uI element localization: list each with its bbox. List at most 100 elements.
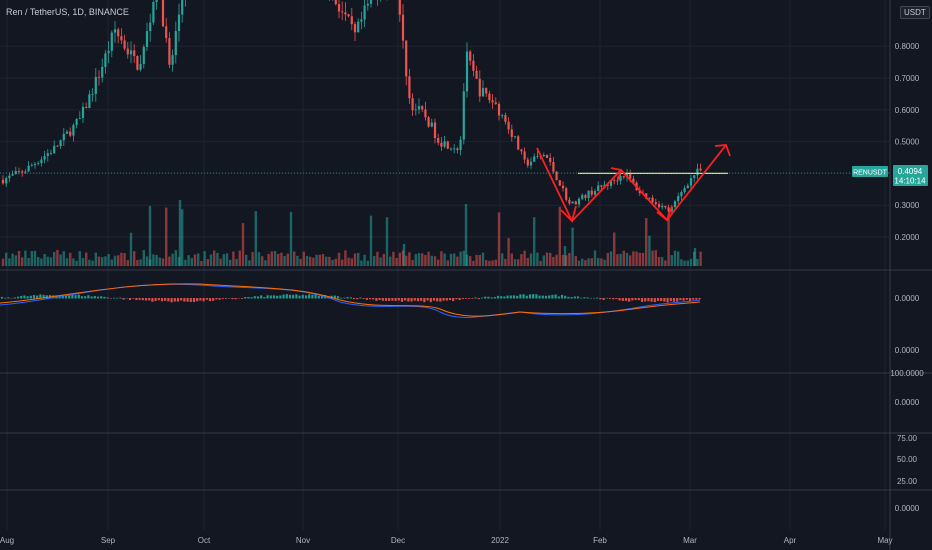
candle-body [497, 103, 501, 116]
volume-bar [376, 251, 379, 266]
volume-bar [14, 255, 17, 266]
macd-histogram-bar [135, 298, 138, 300]
macd-histogram-bar [308, 294, 311, 299]
candle-body [161, 0, 165, 27]
candle-body [478, 78, 481, 97]
volume-bar [280, 252, 283, 266]
volume-bar [325, 256, 328, 266]
candle-body [677, 196, 680, 202]
candle-body [107, 50, 110, 54]
candle-body [683, 188, 686, 192]
volume-bar [552, 256, 555, 266]
candle-body [30, 165, 33, 166]
price-axis[interactable]: 00.80000.70000.60000.50000.40000.30000.2… [890, 8, 924, 513]
macd-histogram-bar [192, 298, 196, 303]
candle-body [65, 131, 69, 134]
candle-body [696, 168, 699, 176]
macd-histogram-bar [141, 298, 144, 301]
macd-histogram-bar [205, 298, 208, 300]
volume-bar [229, 259, 232, 266]
candle-body [398, 0, 401, 15]
volume-bar [657, 256, 661, 266]
volume-bar [161, 258, 165, 266]
volume-bar [158, 257, 161, 266]
candle-body [648, 197, 651, 199]
volume-bar [241, 223, 245, 266]
macd-histogram-bar [208, 298, 212, 302]
macd-histogram-bar [484, 296, 487, 299]
ticker-badge-bg [852, 166, 888, 177]
candle-body [75, 119, 78, 125]
candle-body [123, 40, 126, 49]
macd-histogram-bar [596, 297, 599, 299]
macd-histogram-bar [375, 298, 378, 301]
time-tick-label: Feb [593, 536, 607, 545]
volume-bar [245, 254, 248, 266]
macd-histogram-bar [663, 298, 666, 302]
volume-bar [437, 259, 440, 266]
macd-histogram-bar [234, 298, 237, 300]
volume-bar [635, 251, 638, 266]
macd-histogram-bar [368, 298, 372, 300]
volume-bar [456, 256, 459, 266]
candle-body [347, 14, 350, 17]
macd-histogram-bar [580, 297, 583, 299]
macd-histogram-bar [279, 295, 282, 299]
volume-bar [17, 250, 21, 266]
volume-bar [209, 254, 213, 266]
macd-histogram-bar [464, 298, 468, 299]
volume-bar [139, 259, 142, 266]
candle-body [181, 0, 184, 15]
macd-histogram-bar [432, 298, 436, 301]
macd-histogram-bar [365, 298, 368, 300]
candle-body [46, 153, 49, 157]
candle-body [360, 19, 363, 22]
volume-bar [334, 258, 337, 266]
candle-body [334, 0, 337, 5]
volume-bar [632, 251, 635, 266]
currency-badge[interactable]: USDT [900, 6, 930, 19]
indicator-tick-label: 25.00 [897, 477, 918, 486]
candle-body [667, 207, 670, 212]
signal-line [0, 283, 701, 317]
macd-histogram-bar [317, 295, 320, 299]
volume-bar [30, 251, 33, 266]
macd-histogram-bar [301, 294, 304, 299]
macd-histogram-bar [429, 298, 432, 303]
macd-histogram-bar [672, 298, 676, 302]
volume-bar [200, 260, 203, 266]
indicator-tick-label: 50.00 [897, 455, 918, 464]
macd-histogram-bar [90, 296, 93, 299]
volume-bar [459, 251, 462, 266]
macd-histogram-bar [519, 294, 522, 299]
macd-histogram-bar [541, 295, 544, 299]
volume-bar [78, 251, 81, 266]
volume-bar [270, 251, 273, 266]
macd-histogram-bar [154, 298, 157, 302]
candle-body [430, 122, 433, 127]
macd-histogram-bar [439, 298, 442, 302]
volume-bar [357, 252, 360, 266]
volume-bar [555, 254, 558, 266]
macd-histogram-bar [455, 298, 458, 300]
time-axis[interactable]: Aug Sep Oct Nov Dec 2022 Feb Mar Apr May [0, 536, 893, 545]
volume-bar [661, 257, 664, 266]
macd-histogram-bar [388, 298, 391, 301]
macd-histogram-bar [420, 298, 423, 301]
candle-body [417, 106, 421, 110]
volume-bar [686, 260, 689, 266]
macd-histogram-bar [599, 298, 602, 300]
candle-body [446, 141, 449, 149]
candle-body [69, 131, 72, 136]
candle-body [174, 31, 177, 56]
macd-histogram-bar [64, 295, 68, 299]
time-tick-label: Oct [198, 536, 211, 545]
volume-bar [133, 251, 136, 266]
candle-body [117, 29, 120, 37]
candle-body [520, 149, 523, 152]
candle-body [21, 171, 24, 173]
macd-histogram-bar [269, 295, 272, 299]
volume-bar [49, 257, 53, 266]
macd-histogram-bar [592, 297, 596, 299]
